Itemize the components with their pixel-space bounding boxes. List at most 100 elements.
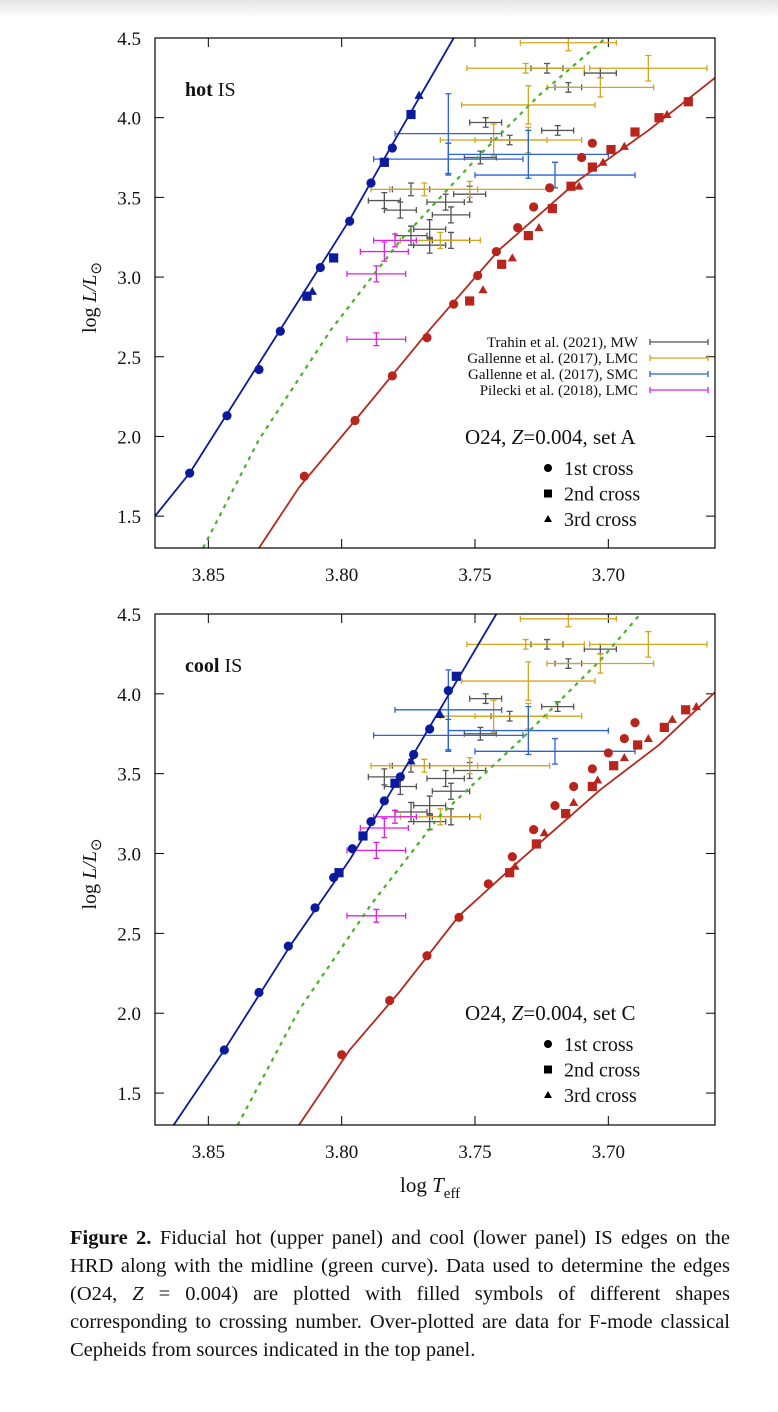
edge-line (298, 691, 715, 1125)
error-bar-y (442, 769, 449, 788)
error-bar (413, 219, 447, 240)
x-axis-label: log Teff (400, 1173, 460, 1202)
marker-square (566, 181, 576, 191)
marker-triangle (574, 181, 584, 190)
annotation-part: O24, (465, 425, 512, 449)
annotation: O24, Z=0.004, set C (465, 1001, 636, 1025)
marker-circle (385, 995, 395, 1006)
marker-square (606, 144, 616, 155)
marker-circle (185, 468, 195, 478)
marker-legend-label: 3rd cross (564, 1085, 637, 1107)
marker-square (683, 97, 693, 107)
marker-circle (550, 801, 560, 811)
x-axis-label-part: log (400, 1173, 432, 1197)
error-bar (546, 77, 655, 98)
edge-line (258, 77, 715, 548)
marker-legend-label: 1st cross (564, 458, 634, 480)
y-axis-label-part: L (79, 868, 101, 880)
error-bar-y (522, 62, 529, 74)
plot-area (172, 614, 715, 1125)
marker-triangle (507, 253, 517, 262)
marker-legend-label: 2nd cross (564, 484, 640, 506)
y-tick-label: 2.0 (117, 1004, 141, 1025)
y-tick-label: 2.0 (117, 427, 141, 448)
plot-area (155, 38, 715, 548)
legend-swatch (649, 371, 709, 377)
error-bar (346, 841, 407, 859)
marker-square (547, 203, 557, 214)
y-axis-label-part: /L (79, 275, 101, 293)
marker-legend-label: 2nd cross (564, 1060, 640, 1082)
error-bar-y (522, 638, 529, 650)
marker-circle (366, 816, 376, 827)
marker-square (544, 1065, 552, 1074)
marker-circle (379, 796, 389, 806)
plot-frame (154, 37, 716, 549)
error-bar-y (445, 142, 452, 176)
marker-circle (507, 852, 517, 862)
marker-legend-label: 1st cross (564, 1034, 634, 1056)
error-bar (447, 705, 609, 756)
marker-circle (283, 941, 293, 951)
marker-square (587, 781, 597, 792)
y-tick-label: 1.5 (117, 1084, 141, 1105)
error-bar (546, 653, 655, 674)
marker-circle (315, 262, 325, 273)
error-bar (469, 693, 503, 705)
y-tick-label: 4.5 (117, 605, 141, 626)
caption: Figure 2. Fiducial hot (upper panel) and… (70, 1224, 730, 1364)
error-bar-y (373, 908, 380, 923)
plot-frame (154, 613, 716, 1126)
caption-math: Z (132, 1283, 144, 1305)
marker-square (654, 113, 664, 123)
marker-triangle (414, 90, 424, 99)
error-bar-y (381, 241, 388, 262)
y-axis-label-part: log (79, 302, 101, 333)
marker-circle (473, 270, 483, 281)
marker-triangle (406, 756, 416, 765)
error-bar (373, 718, 524, 752)
marker-circle (529, 824, 539, 835)
figure: 1.5 2.0 2.5 3.0 3.5 4.0 4.5 3.85 3.80 3.75 3.70 log… (79, 29, 716, 1202)
x-tick-label: 3.80 (325, 565, 358, 586)
legend-label: Trahin et al. (2021), MW (487, 335, 639, 351)
x-axis-label-part: T (432, 1173, 445, 1197)
annotation-part: =0.004, set C (523, 1001, 635, 1025)
marker-square (630, 127, 640, 137)
legend-swatch (649, 339, 709, 345)
marker-triangle (435, 710, 445, 719)
marker-square (561, 809, 571, 819)
y-tick-label: 3.5 (117, 188, 141, 209)
marker-circle (275, 326, 285, 336)
marker-circle (545, 183, 555, 193)
error-bar-y (373, 265, 380, 283)
marker-circle (366, 178, 376, 188)
caption-text: = 0.004) are plotted with filled symbols… (70, 1283, 730, 1361)
error-bar (367, 191, 401, 210)
y-axis-label-part: ⊙ (89, 839, 105, 852)
error-bar (373, 142, 524, 176)
error-bar (463, 150, 497, 165)
x-axis-label-part: eff (444, 1186, 460, 1202)
marker-square (302, 291, 312, 301)
marker-triangle (569, 797, 579, 806)
marker-circle (577, 152, 587, 163)
marker-circle (422, 951, 432, 961)
error-bar (474, 161, 636, 189)
error-bar (589, 630, 708, 658)
annotation-part: Z (512, 1001, 524, 1025)
y-axis-label-part: log (79, 879, 101, 910)
marker-triangle (619, 753, 629, 762)
error-bar (370, 758, 479, 773)
marker-circle (630, 717, 640, 728)
error-bar-y (448, 206, 454, 224)
marker-circle (587, 138, 597, 148)
top-shade (0, 0, 778, 18)
error-bar-y (565, 614, 572, 628)
marker-square (334, 868, 344, 878)
error-bar (346, 265, 407, 283)
error-bar-y (381, 817, 388, 839)
marker-circle (513, 223, 523, 233)
y-axis-label-part: /L (79, 851, 101, 869)
error-bar-y (552, 737, 558, 765)
